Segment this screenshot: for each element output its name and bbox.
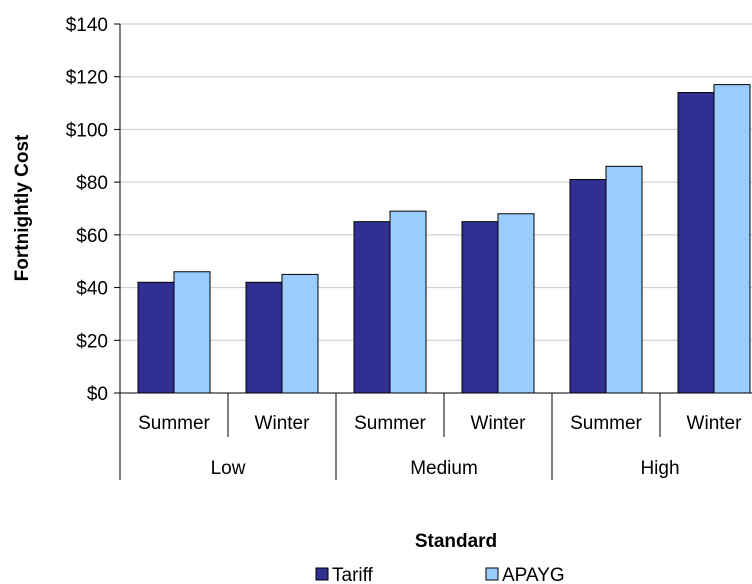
bar-apayg bbox=[605, 165, 643, 394]
x-group-label: High bbox=[640, 458, 679, 479]
bar-apayg bbox=[713, 84, 751, 394]
x-category-label: Winter bbox=[471, 413, 527, 434]
y-tick-label: $40 bbox=[76, 279, 108, 300]
legend-swatch-tariff bbox=[315, 567, 329, 581]
bar-tariff bbox=[677, 92, 715, 394]
gridlines bbox=[120, 23, 752, 341]
x-category-label: Summer bbox=[354, 413, 426, 434]
x-group-label: Medium bbox=[410, 458, 478, 479]
y-tick-label: $0 bbox=[87, 384, 108, 405]
y-axis-title: Fortnightly Cost bbox=[12, 134, 33, 281]
bar-tariff bbox=[353, 221, 391, 394]
y-tick-label: $20 bbox=[76, 331, 108, 352]
legend-label: APAYG bbox=[502, 565, 565, 584]
bar-apayg bbox=[497, 213, 535, 394]
bar-tariff bbox=[245, 281, 283, 394]
bar-apayg bbox=[389, 210, 427, 394]
y-tick-label: $120 bbox=[66, 68, 108, 89]
bar-apayg bbox=[173, 271, 211, 394]
bar-tariff bbox=[569, 179, 607, 394]
x-category-label: Winter bbox=[687, 413, 743, 434]
legend: Tariff APAYG bbox=[315, 565, 565, 584]
bars bbox=[137, 84, 751, 394]
legend-label: Tariff bbox=[332, 565, 374, 584]
x-category-label: Summer bbox=[570, 413, 642, 434]
y-tick-label: $140 bbox=[66, 15, 108, 36]
x-category-label: Summer bbox=[138, 413, 210, 434]
bar-apayg bbox=[281, 273, 319, 394]
y-tick-label: $100 bbox=[66, 120, 108, 141]
bar-tariff bbox=[137, 281, 175, 394]
axes bbox=[119, 24, 752, 394]
x-axis-categories: Summer Winter Summer Winter Summer Winter Low M… bbox=[119, 393, 743, 480]
x-axis-title: Standard bbox=[415, 531, 497, 552]
x-group-label: Low bbox=[211, 458, 246, 479]
y-axis-ticks: $0 $20 $40 $60 $80 $100 $120 $140 bbox=[66, 15, 120, 405]
bar-tariff bbox=[461, 221, 499, 394]
y-tick-label: $60 bbox=[76, 226, 108, 247]
legend-swatch-apayg bbox=[485, 567, 499, 581]
x-category-label: Winter bbox=[255, 413, 311, 434]
y-tick-label: $80 bbox=[76, 173, 108, 194]
